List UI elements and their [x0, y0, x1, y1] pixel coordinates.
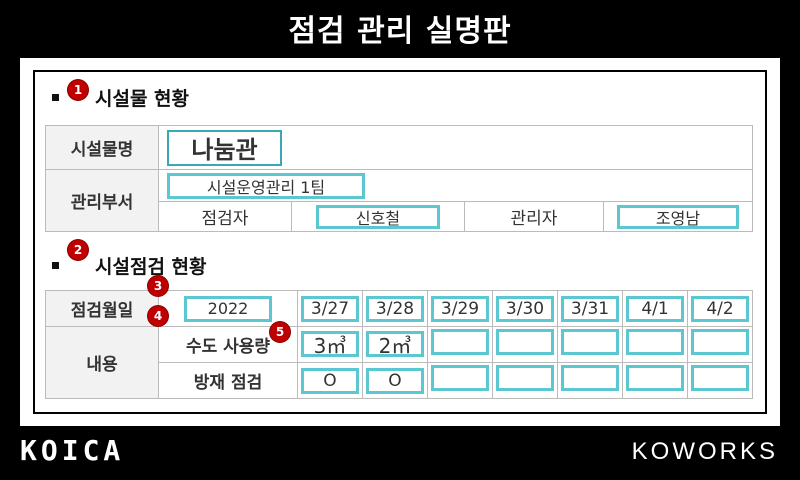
bullet-icon [52, 262, 59, 269]
bullet-icon [52, 94, 59, 101]
marker-2: 2 [68, 240, 88, 260]
koworks-logo: KOWORKS [631, 438, 778, 465]
section1-heading: 시설물 현황 [52, 84, 189, 111]
fire-label: 방재 점검 [158, 362, 298, 399]
content-label: 내용 [45, 326, 159, 399]
water-cell [561, 329, 619, 355]
department-value: 시설운영관리 1팀 [167, 172, 365, 199]
fire-cell [496, 365, 554, 391]
fire-cell: O [366, 367, 424, 394]
section1-heading-text: 시설물 현황 [95, 88, 190, 110]
marker-3: 3 [148, 276, 168, 296]
date-cell: 3/31 [561, 295, 619, 322]
marker-5: 5 [270, 322, 290, 342]
inspector-label: 점검자 [158, 201, 292, 232]
date-cell: 4/1 [626, 295, 684, 322]
water-cell [691, 329, 749, 355]
fire-cell [431, 365, 489, 391]
date-cell: 3/30 [496, 295, 554, 322]
fire-cell [691, 365, 749, 391]
water-cell: 3㎥ [301, 331, 359, 358]
water-cell [626, 329, 684, 355]
manager-label: 관리자 [464, 201, 604, 232]
manager-value: 조영남 [617, 204, 739, 229]
koica-logo-text: KOICA [20, 434, 125, 467]
koica-logo: KOICA [20, 434, 124, 467]
date-cell: 4/2 [691, 295, 749, 322]
fire-cell [626, 365, 684, 391]
date-label: 점검월일 [45, 290, 159, 327]
water-cell: 2㎥ [366, 331, 424, 358]
marker-4: 4 [148, 306, 168, 326]
facility-name-value: 나눔관 [167, 129, 282, 166]
marker-1: 1 [68, 80, 88, 100]
section2-heading: 시설점검 현황 [52, 252, 207, 279]
year-value: 2022 [184, 295, 272, 322]
date-cell: 3/28 [366, 295, 424, 322]
date-cell: 3/27 [301, 295, 359, 322]
water-cell [496, 329, 554, 355]
facility-name-label: 시설물명 [45, 125, 159, 170]
board-title: 점검 관리 실명판 [288, 14, 512, 49]
facility-table: 시설물명 나눔관 관리부서 시설운영관리 1팀 점검자 신호철 관리자 조영남 [45, 125, 753, 232]
date-cell: 3/29 [431, 295, 489, 322]
fire-cell: O [301, 367, 359, 394]
water-cell [431, 329, 489, 355]
section2-heading-text: 시설점검 현황 [95, 256, 207, 278]
department-label: 관리부서 [45, 169, 159, 232]
fire-cell [561, 365, 619, 391]
inspection-table: 점검월일 2022 3/27 3/28 3/29 3/30 3/31 4/1 4… [45, 290, 753, 399]
inspector-value: 신호철 [316, 204, 440, 229]
